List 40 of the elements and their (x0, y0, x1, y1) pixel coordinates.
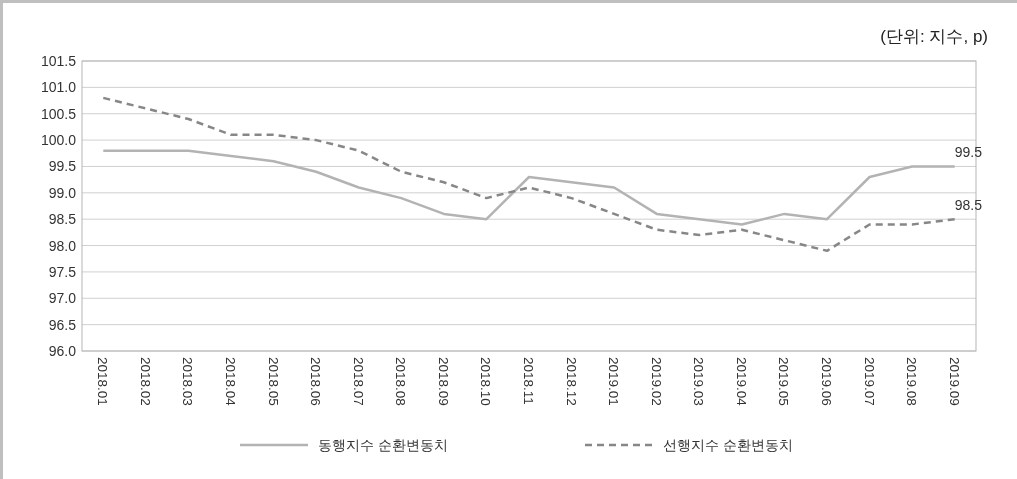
line-series (102, 149, 956, 226)
x-tick-label: 2018.11 (521, 357, 536, 405)
y-tick-label: 98.5 (48, 211, 77, 228)
y-tick-label: 96.5 (48, 316, 77, 333)
x-tick-label: 2019.04 (733, 357, 749, 407)
y-tick-label: 101.5 (40, 53, 77, 69)
line-series (102, 96, 956, 253)
x-tick-label: 2018.05 (265, 357, 281, 406)
y-tick-label: 99.0 (48, 184, 77, 201)
x-tick-label: 2019.09 (946, 357, 962, 406)
x-tick-label: 2018.10 (478, 357, 494, 406)
x-tick-label: 2019.03 (691, 357, 707, 406)
x-tick-label: 2018.06 (308, 357, 324, 406)
y-tick-label: 100.5 (40, 105, 77, 122)
y-tick-label: 97.5 (48, 263, 77, 280)
x-tick-label: 2018.12 (563, 357, 579, 406)
legend-label: 동행지수 순환변동치 (318, 437, 448, 453)
y-tick-label: 97.0 (48, 290, 77, 307)
text: (단위: 지수, p) (880, 27, 988, 46)
x-tick-label: 2019.02 (648, 357, 664, 406)
y-tick-label: 98.0 (48, 237, 77, 254)
y-tick-label: 96.0 (48, 343, 77, 359)
x-tick-label: 2018.09 (435, 357, 451, 406)
x-tick-label: 2019.01 (606, 357, 622, 406)
x-tick-label: 2019.06 (819, 357, 834, 406)
data-label: 99.5 (954, 144, 983, 161)
data-label: 98.5 (954, 197, 983, 214)
x-tick-label: 2018.08 (393, 357, 409, 406)
y-tick-label: 101.0 (40, 79, 77, 96)
x-tick-label: 2018.01 (95, 357, 111, 406)
y-tick-label: 99.5 (48, 158, 77, 175)
legend-label: 선행지수 순환변동치 (663, 437, 793, 453)
x-tick-label: 2019.05 (776, 357, 792, 406)
x-tick-label: 2019.08 (904, 357, 920, 406)
x-tick-label: 2018.04 (223, 357, 238, 407)
x-tick-label: 2019.07 (861, 357, 877, 406)
x-tick-label: 2018.02 (137, 357, 153, 406)
x-tick-label: 2018.07 (350, 357, 366, 406)
y-tick-label: 100.0 (40, 132, 77, 149)
x-tick-label: 2018.03 (180, 357, 196, 406)
